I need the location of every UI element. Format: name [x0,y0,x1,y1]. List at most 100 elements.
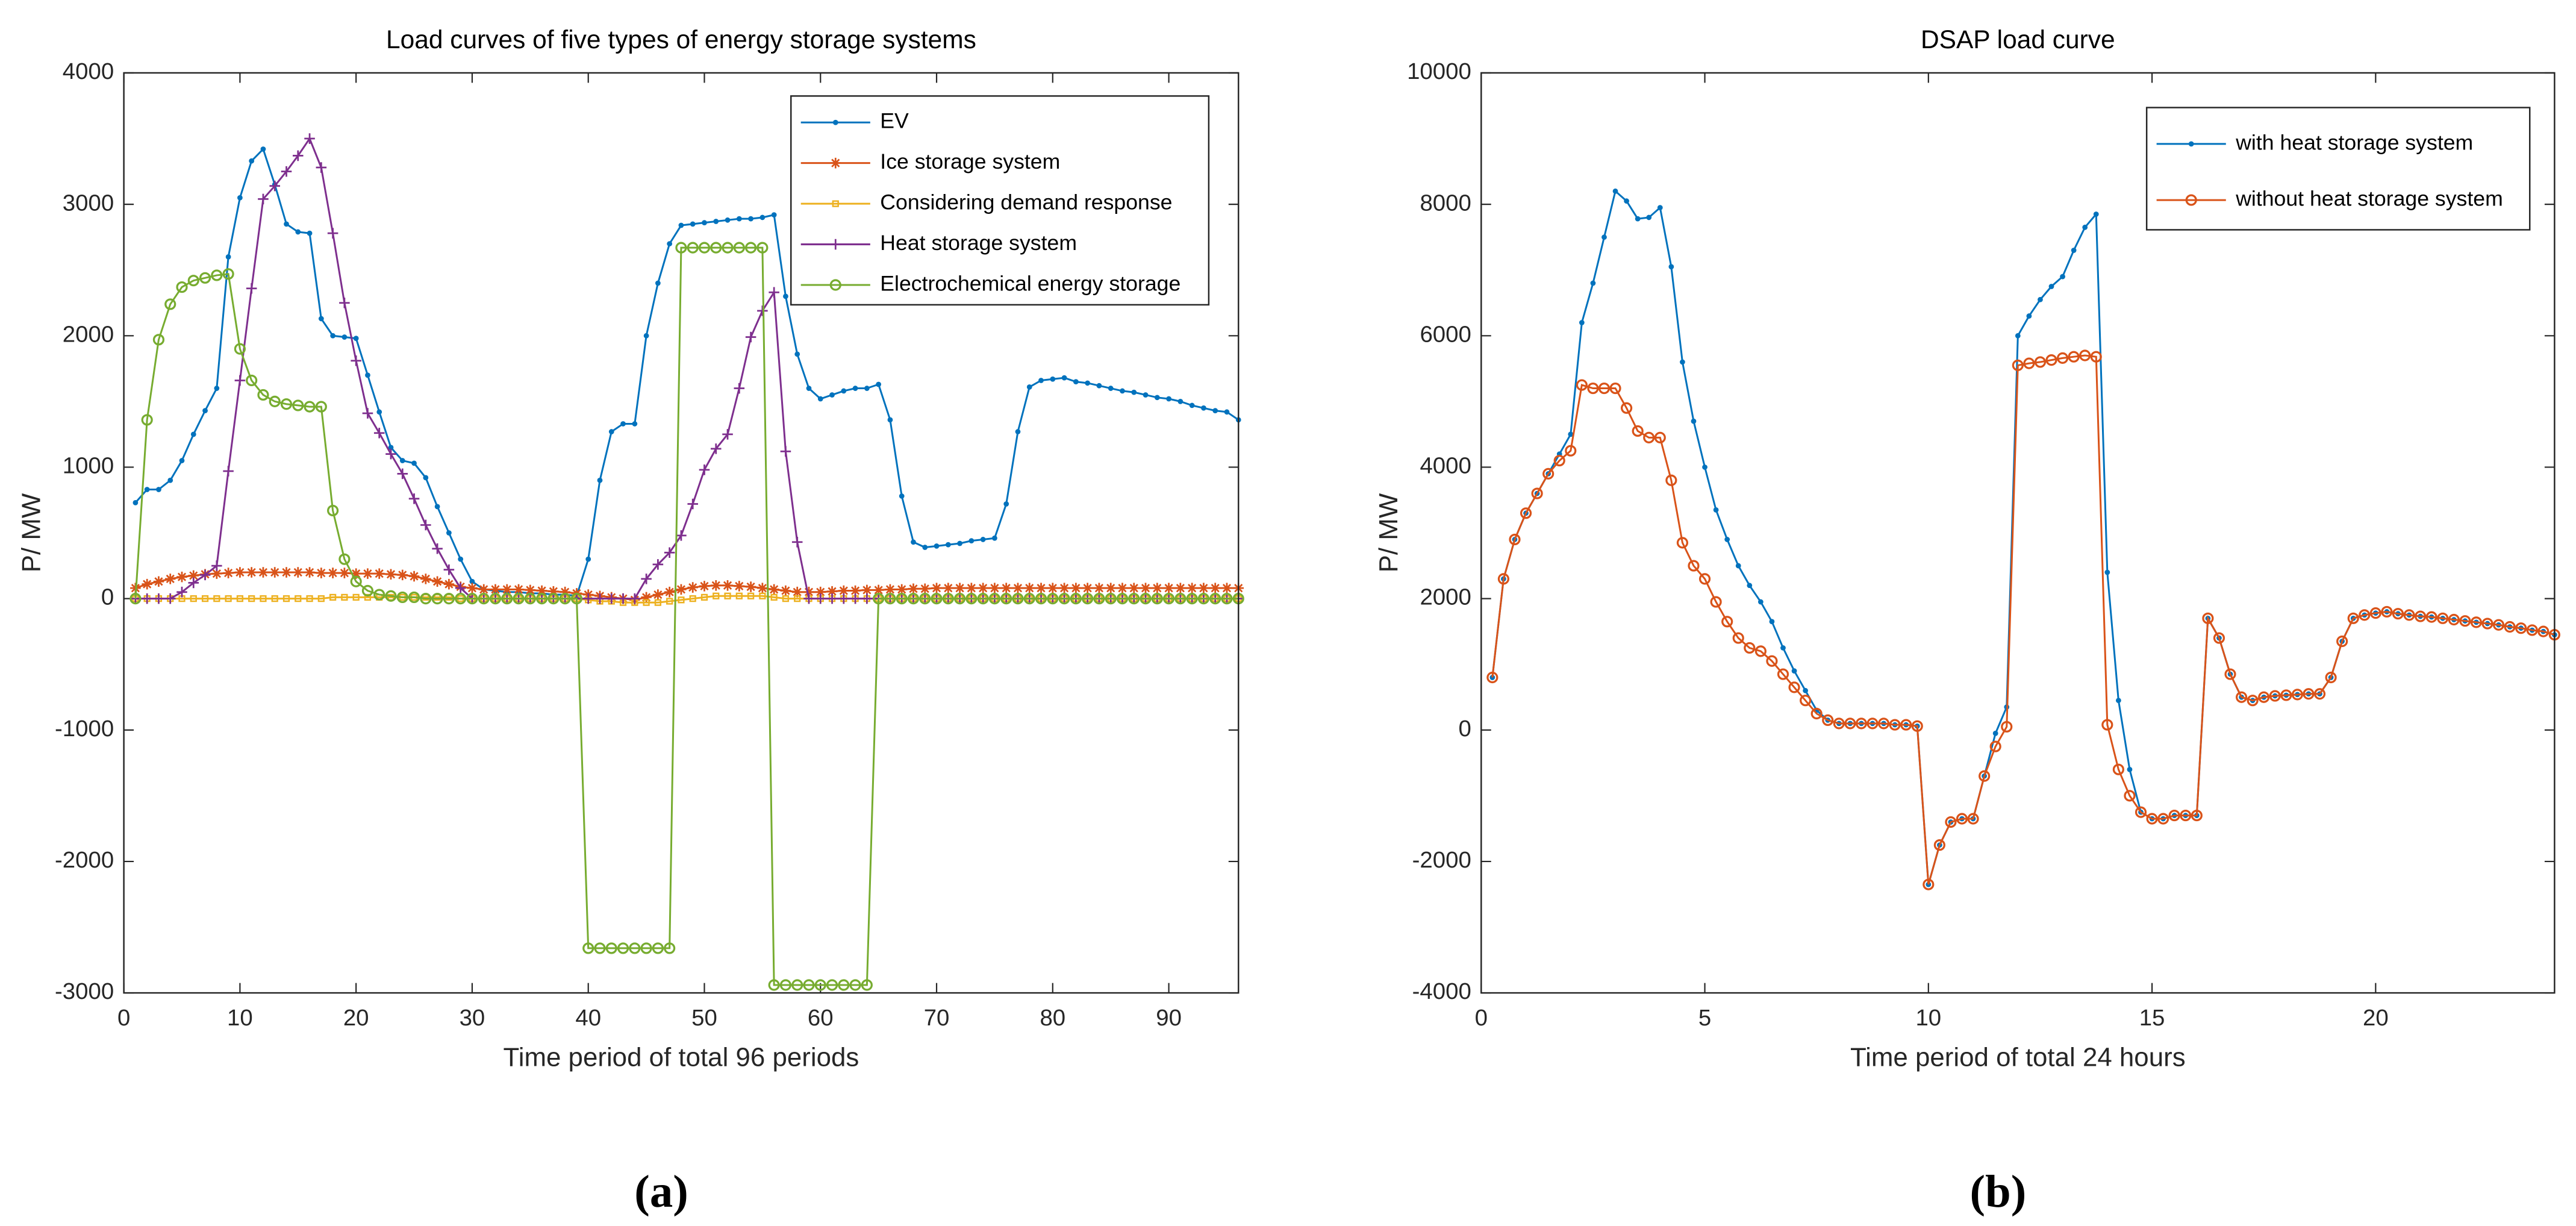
point [1015,429,1021,434]
point [373,589,385,601]
point [1131,389,1137,395]
point [966,583,977,593]
point [2224,668,2236,680]
point [814,979,826,991]
point [133,499,139,505]
point [318,316,324,322]
x-tick-label: 50 [691,1005,717,1031]
point [1197,593,1210,605]
point [1520,507,1532,519]
point [864,386,870,391]
point [1186,593,1198,605]
x-axis-label: Time period of total 24 hours [1850,1042,2186,1072]
point [664,547,675,558]
x-tick-label: 80 [1040,1005,1065,1031]
y-axis-label: P/ MW [1374,493,1403,572]
point [282,595,290,602]
point [246,567,257,578]
point [257,389,269,401]
point [420,519,431,531]
point [2537,625,2549,637]
point [2026,313,2032,319]
point [1822,714,1834,727]
point [1590,280,1596,286]
point [980,537,986,542]
point [769,287,779,298]
x-tick-label: 40 [575,1005,601,1031]
point [722,580,733,591]
point [1688,560,1700,572]
point [446,530,452,536]
point [280,398,293,410]
point [293,150,304,161]
point [1531,487,1543,499]
point [524,593,536,605]
point [164,574,176,584]
point [501,593,513,605]
point [1154,395,1160,401]
point [408,571,420,582]
point [652,589,664,600]
point [1579,320,1585,325]
point [2280,689,2292,701]
point [1565,445,1577,457]
point [2492,619,2505,631]
point [1000,593,1012,605]
point [202,408,208,414]
point [1713,507,1719,513]
point [687,242,699,254]
point [1967,813,1979,825]
y-tick-label: 10000 [1407,58,1471,84]
point [675,242,687,254]
point [1788,681,1800,693]
y-tick-label: 2000 [1420,584,1471,610]
point [1945,816,1957,828]
x-tick-label: 60 [808,1005,834,1031]
point [1140,583,1151,593]
series [129,242,1244,991]
point [849,979,861,991]
point [783,293,788,299]
point [722,242,734,254]
point [2015,333,2021,339]
point [351,568,361,579]
point [2213,632,2225,644]
point [2392,608,2404,620]
point [2235,691,2248,703]
point [411,460,417,466]
point [710,242,722,254]
point [1732,632,1744,644]
x-tick-label: 5 [1698,1005,1711,1031]
point [652,942,664,954]
legend-label: Heat storage system [880,231,1077,255]
point [176,571,187,583]
point [365,372,370,378]
point [690,221,696,227]
point [478,593,490,605]
point [352,593,360,601]
point [617,942,629,954]
point [885,584,896,595]
legend-label: Electrochemical energy storage [880,271,1180,295]
point [1198,583,1209,593]
point [351,355,361,366]
point [1201,405,1206,411]
point [1777,668,1789,680]
point [1601,234,1607,240]
point [2146,813,2158,825]
point [873,584,884,596]
point [978,583,988,593]
point [1026,384,1032,390]
point [141,414,153,426]
point [1609,382,1621,395]
point [281,166,292,177]
point [214,386,220,391]
point [899,493,905,499]
point [2168,809,2180,822]
point [702,220,707,226]
point [2381,605,2393,618]
point [794,595,801,602]
point [954,583,965,593]
point [536,593,548,605]
point [992,535,997,541]
